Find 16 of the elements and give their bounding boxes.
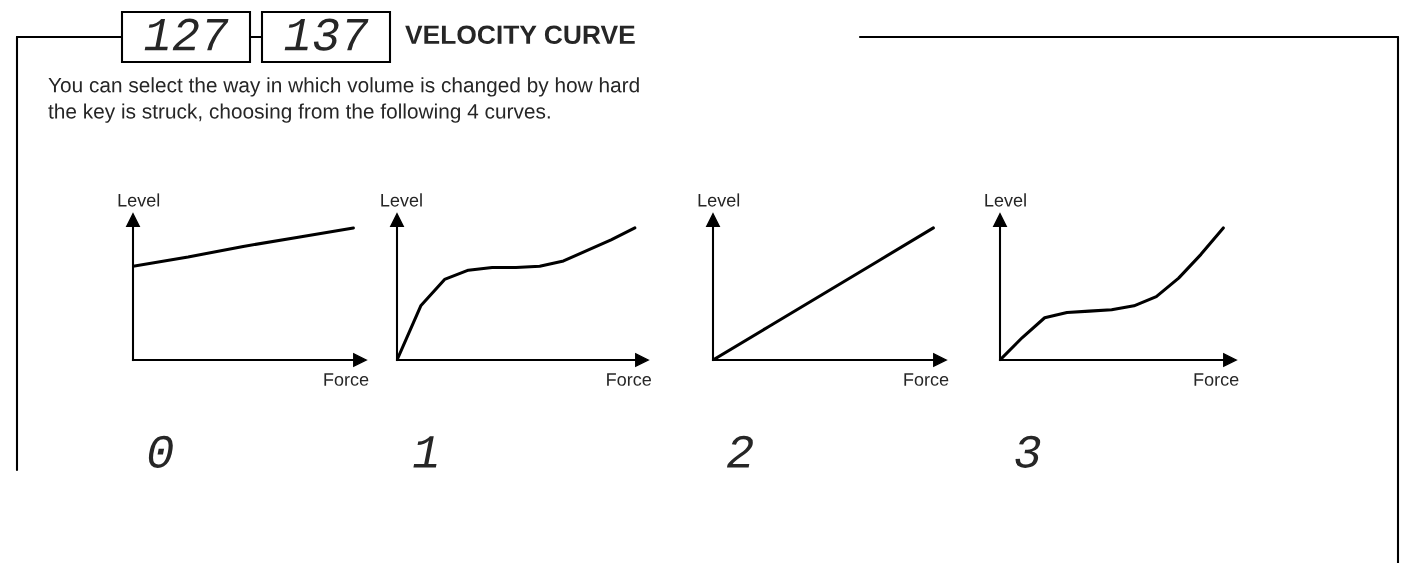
- x-axis-title: Force: [607, 373, 651, 386]
- y-axis-title: Level: [118, 193, 160, 207]
- text: You can select the way in which volume is changed by how hard the key is struck, choosing from the following 4 curves.: [48, 77, 639, 123]
- text: 3: [1015, 435, 1041, 468]
- y-axis-title: Level: [985, 193, 1026, 207]
- text: VELOCITY CURVE: [405, 25, 635, 45]
- text: 0: [148, 435, 173, 468]
- y-axis-title: Level: [381, 193, 422, 207]
- y-axis-title: Level: [698, 193, 740, 207]
- x-axis-title: Force: [1194, 373, 1239, 386]
- text: 2: [726, 435, 753, 468]
- x-axis-title: Force: [324, 373, 369, 386]
- text: 137: [284, 18, 369, 51]
- x-axis-title: Force: [904, 373, 949, 386]
- text: 127: [144, 18, 229, 51]
- text: 1: [413, 436, 437, 468]
